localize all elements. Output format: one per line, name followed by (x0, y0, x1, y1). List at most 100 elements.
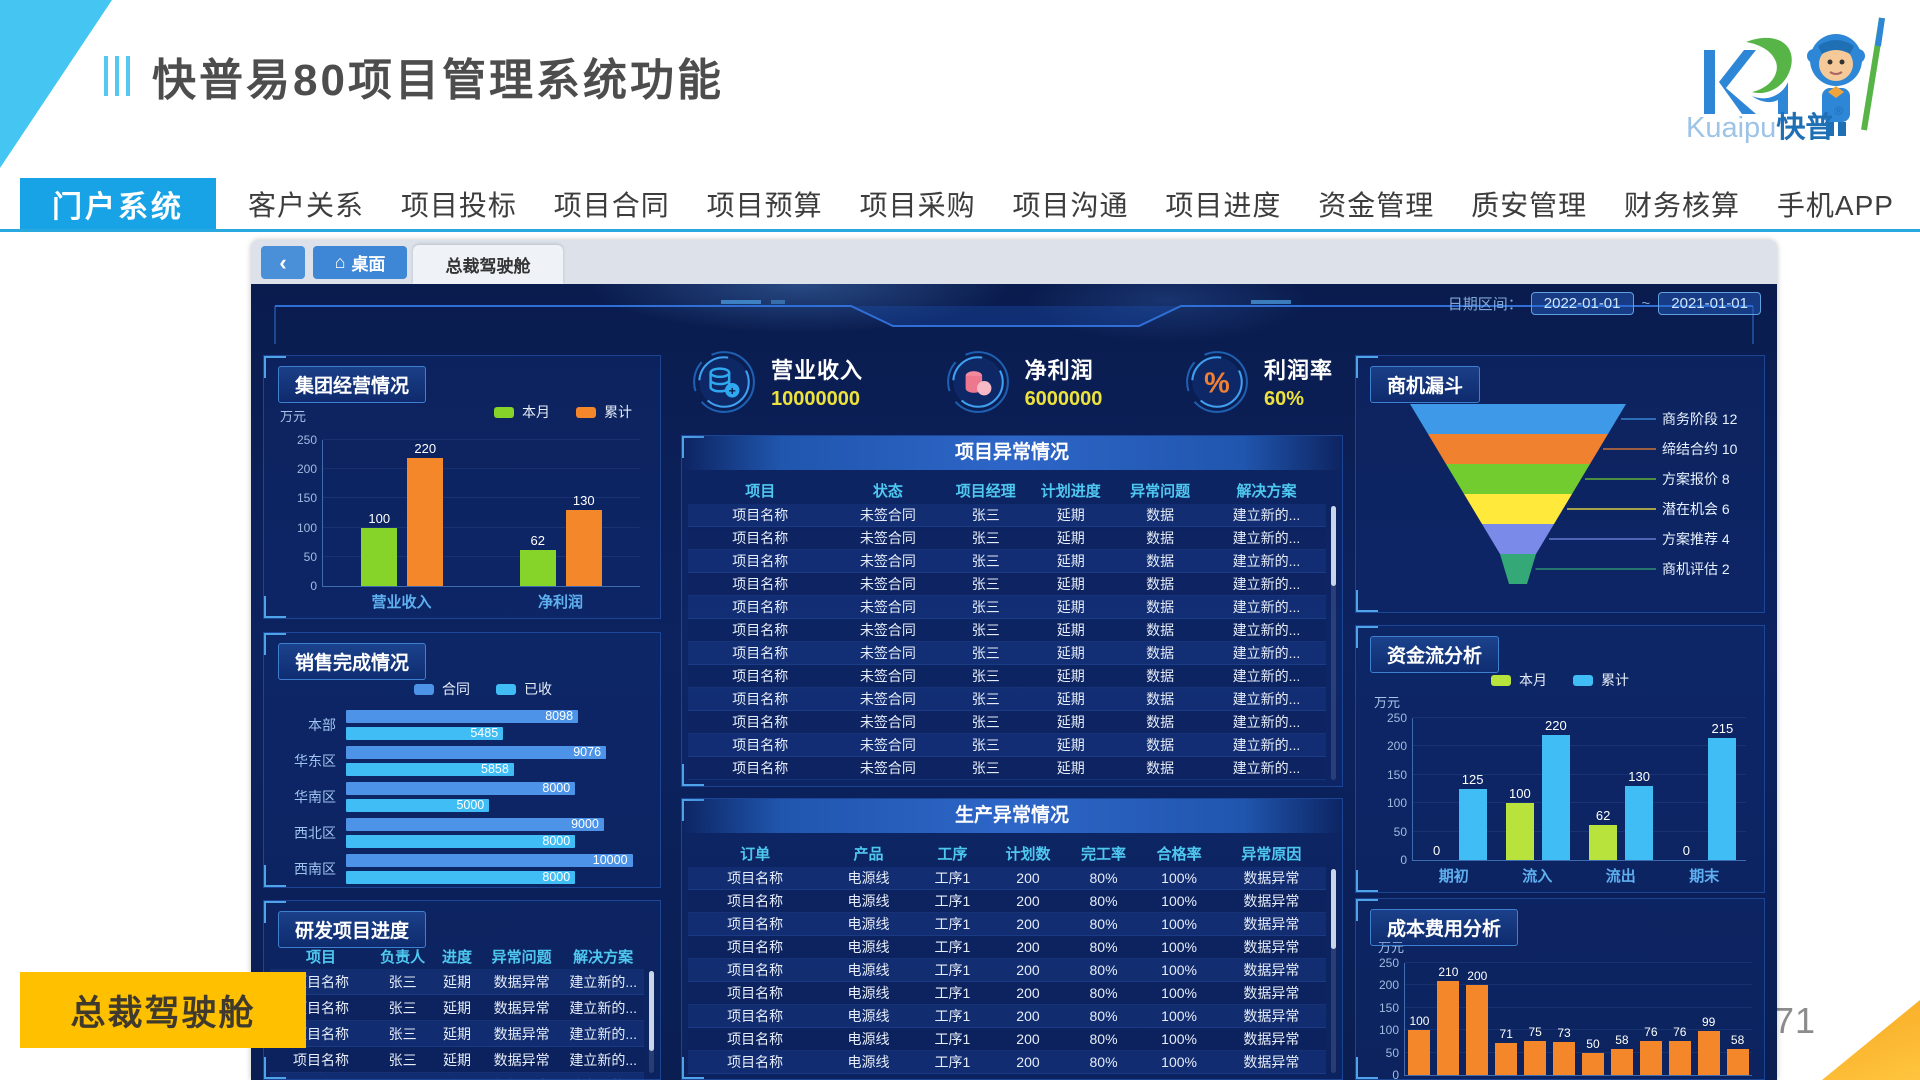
cell: 建立新的... (1232, 530, 1301, 546)
nav-item[interactable]: 项目进度 (1165, 190, 1282, 221)
scrollbar[interactable] (1331, 869, 1336, 1073)
nav-item[interactable]: 项目预算 (706, 190, 823, 221)
table-row[interactable]: 项目名称 未签合同 张三 延期 数据 建立新的... (688, 757, 1326, 780)
nav-item[interactable]: 手机APP (1776, 190, 1894, 221)
cell: 数据异常 (1243, 939, 1300, 955)
table-row[interactable]: 项目名称张三延期数据异常建立新的... (270, 1073, 644, 1079)
tab-cockpit[interactable]: 总裁驾驶舱 (413, 245, 563, 284)
nav-item[interactable]: 财务核算 (1624, 190, 1741, 221)
nav-item[interactable]: 资金管理 (1318, 190, 1435, 221)
table-row[interactable]: 项目名称 电源线 工序1 200 80% 100% 数据异常 (688, 1051, 1326, 1074)
scrollbar-thumb[interactable] (1331, 506, 1336, 586)
column-header: 订单 (740, 845, 771, 863)
panel-title: 集团经营情况 (278, 366, 427, 403)
cell: 未签合同 (859, 645, 916, 661)
cell: 建立新的... (1232, 760, 1301, 776)
scrollbar[interactable] (649, 971, 654, 1073)
scrollbar[interactable] (1331, 506, 1336, 780)
cell: 项目名称 (293, 1051, 349, 1068)
legend-item: 合同 (414, 679, 470, 699)
cell: 电源线 (847, 870, 890, 886)
kpi-label: 营业收入 (771, 358, 864, 383)
cell: 200 (1016, 893, 1040, 909)
table-row[interactable]: 项目名称 电源线 工序1 200 80% 100% 数据异常 (688, 936, 1326, 959)
table-row[interactable]: 项目名称 电源线 工序1 200 80% 100% 数据异常 (688, 959, 1326, 982)
axis-tick: 150 (296, 491, 317, 506)
cell: 数据 (1146, 530, 1175, 546)
table-row[interactable]: 项目名称张三延期数据异常建立新的... (270, 1021, 644, 1047)
category-label: 营业收入 (371, 594, 432, 611)
nav-item[interactable]: 项目合同 (553, 190, 670, 221)
cell: 数据异常 (1243, 1031, 1300, 1047)
table-row[interactable]: 项目名称 未签合同 张三 延期 数据 建立新的... (688, 504, 1326, 527)
bar-value: 62 (1595, 808, 1611, 823)
cell: 延期 (1056, 599, 1085, 615)
cell: 100% (1161, 985, 1197, 1001)
funnel-stage (1428, 434, 1608, 464)
bar-value: 100 (368, 511, 391, 526)
date-to-input[interactable]: 2021-01-01 (1658, 292, 1761, 315)
dashboard-window: ‹ ⌂ 桌面 总裁驾驶舱 日期区间： 2022-01-01 ~ 2021-01-0… (251, 240, 1777, 1080)
bar-value: 71 (1499, 1027, 1513, 1041)
panel-title: 资金流分析 (1370, 636, 1500, 673)
table-row[interactable]: 项目名称 未签合同 张三 延期 数据 建立新的... (688, 619, 1326, 642)
table-row[interactable]: 项目名称 未签合同 张三 延期 数据 建立新的... (688, 711, 1326, 734)
scrollbar-thumb[interactable] (1331, 869, 1336, 949)
bar-value: 215 (1711, 721, 1734, 736)
nav-item[interactable]: 项目沟通 (1012, 190, 1129, 221)
table-row[interactable]: 项目名称 未签合同 张三 延期 数据 建立新的... (688, 688, 1326, 711)
table-row[interactable]: 项目名称张三延期数据异常建立新的... (270, 1047, 644, 1073)
cell: 100% (1161, 893, 1197, 909)
tab-desktop[interactable]: ⌂ 桌面 (313, 246, 407, 279)
table-row[interactable]: 项目名称张三延期数据异常建立新的... (270, 969, 644, 995)
bar: 9000 (346, 818, 604, 831)
back-button[interactable]: ‹ (261, 246, 305, 279)
table-row[interactable]: 项目名称张三延期数据异常建立新的... (270, 995, 644, 1021)
bar-value: 125 (1461, 772, 1484, 787)
table-row[interactable]: 项目名称 未签合同 张三 延期 数据 建立新的... (688, 596, 1326, 619)
nav-item[interactable]: 项目采购 (859, 190, 976, 221)
bar: 8000 (346, 835, 576, 848)
nav-item[interactable]: 质安管理 (1471, 190, 1588, 221)
cell: 项目名称 (732, 737, 789, 753)
kpi-value: 6000000 (1024, 388, 1103, 410)
funnel-stage-label: 缔结合约 10 (1662, 441, 1738, 457)
scrollbar-thumb[interactable] (649, 971, 654, 1051)
table-row[interactable]: 项目名称 电源线 工序1 200 80% 100% 数据异常 (688, 890, 1326, 913)
table-row[interactable]: 项目名称 电源线 工序1 200 80% 100% 数据异常 (688, 1028, 1326, 1051)
cell: 建立新的... (1232, 576, 1301, 592)
table-row[interactable]: 项目名称 电源线 工序1 200 80% 100% 数据异常 (688, 867, 1326, 890)
cell: 项目名称 (732, 714, 789, 730)
nav-item[interactable]: 客户关系 (248, 190, 365, 221)
nav-item[interactable]: 项目投标 (400, 190, 517, 221)
cell: 数据异常 (1243, 962, 1300, 978)
column-header: 状态 (872, 482, 903, 500)
legend-item: 已收 (496, 679, 552, 699)
nav-item-portal-active[interactable]: 门户系统 (20, 178, 216, 230)
table-row[interactable]: 项目名称 未签合同 张三 延期 数据 建立新的... (688, 665, 1326, 688)
table-row[interactable]: 项目名称 电源线 工序1 200 80% 100% 数据异常 (688, 982, 1326, 1005)
column-header: 完工率 (1081, 845, 1127, 863)
cell: 项目名称 (732, 599, 789, 615)
cell: 建立新的... (1232, 599, 1301, 615)
cell: 延期 (443, 1051, 471, 1068)
table-row[interactable]: 项目名称 未签合同 张三 延期 数据 建立新的... (688, 734, 1326, 757)
table-row[interactable]: 项目名称 电源线 工序1 200 80% 100% 数据异常 (688, 913, 1326, 936)
cell: 100% (1161, 1031, 1197, 1047)
bar: 5000 (346, 799, 490, 812)
table-row[interactable]: 项目名称 电源线 工序1 200 80% 100% 数据异常 (688, 1005, 1326, 1028)
bar-value: 220 (414, 441, 437, 456)
row-label: 本部 (308, 717, 336, 733)
date-from-input[interactable]: 2022-01-01 (1530, 292, 1634, 315)
table-row[interactable]: 项目名称 未签合同 张三 延期 数据 建立新的... (688, 573, 1326, 596)
table-row[interactable]: 项目名称 未签合同 张三 延期 数据 建立新的... (688, 550, 1326, 573)
cell: 80% (1089, 985, 1118, 1001)
table-row[interactable]: 项目名称 未签合同 张三 延期 数据 建立新的... (688, 527, 1326, 550)
legend-label: 已收 (524, 681, 552, 697)
bar-value: 5858 (481, 762, 509, 776)
cell: 工序1 (934, 870, 971, 886)
axis-unit: 万元 (1374, 695, 1401, 710)
cell: 数据异常 (493, 1051, 550, 1068)
table-row[interactable]: 项目名称 未签合同 张三 延期 数据 建立新的... (688, 642, 1326, 665)
cell: 张三 (388, 1025, 417, 1042)
